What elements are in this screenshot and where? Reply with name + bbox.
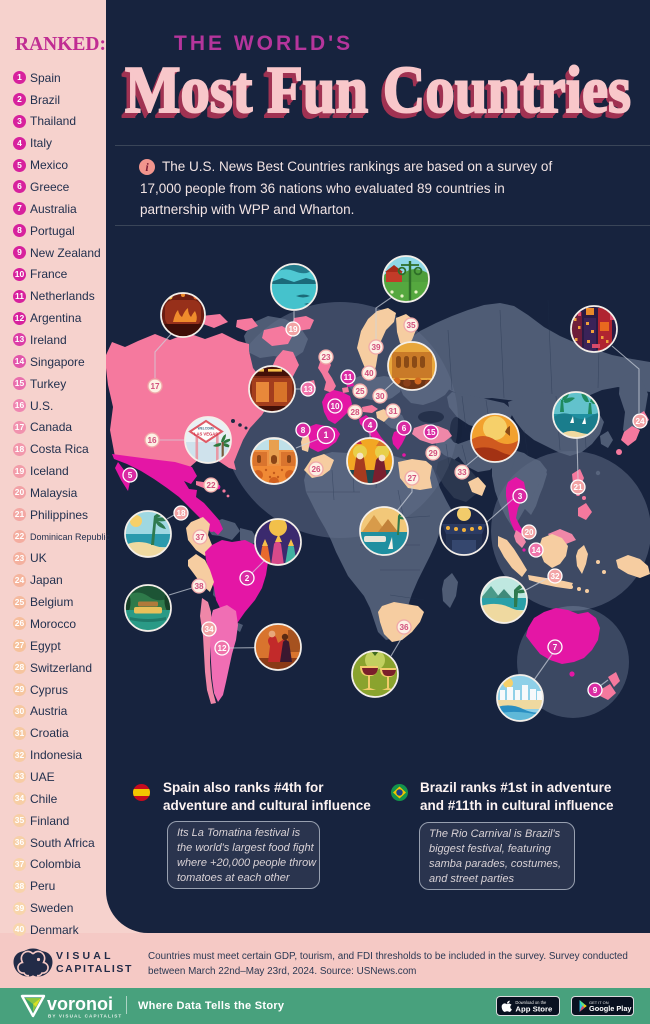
svg-text:30: 30: [375, 392, 385, 401]
svg-text:16: 16: [147, 436, 157, 445]
svg-text:3: 3: [518, 492, 523, 501]
svg-text:36: 36: [399, 623, 409, 632]
svg-text:13: 13: [303, 385, 313, 394]
svg-text:6: 6: [402, 424, 407, 433]
svg-text:GET IT ON: GET IT ON: [589, 1000, 609, 1005]
svg-text:7: 7: [553, 643, 558, 652]
svg-text:19: 19: [288, 325, 298, 334]
svg-text:2: 2: [245, 574, 250, 583]
svg-text:BY VISUAL CAPITALIST: BY VISUAL CAPITALIST: [48, 1014, 122, 1019]
svg-text:23: 23: [321, 353, 331, 362]
svg-text:29: 29: [428, 449, 438, 458]
svg-text:voronoi: voronoi: [47, 994, 113, 1014]
svg-text:39: 39: [371, 343, 381, 352]
svg-text:18: 18: [176, 509, 186, 518]
svg-text:15: 15: [426, 428, 436, 437]
svg-text:1: 1: [323, 430, 328, 440]
svg-text:WELCOME: WELCOME: [198, 427, 215, 431]
svg-text:Google Play: Google Play: [589, 1004, 632, 1013]
svg-text:34: 34: [204, 625, 214, 634]
svg-text:14: 14: [531, 546, 541, 555]
svg-text:24: 24: [635, 417, 645, 426]
svg-text:17: 17: [150, 382, 160, 391]
svg-text:App Store: App Store: [515, 1004, 553, 1013]
svg-text:Download on the: Download on the: [515, 1000, 547, 1005]
svg-text:LAS VEGAS: LAS VEGAS: [194, 432, 218, 437]
svg-text:33: 33: [457, 468, 467, 477]
svg-text:21: 21: [573, 483, 583, 492]
svg-text:37: 37: [195, 533, 205, 542]
svg-text:4: 4: [368, 421, 373, 430]
svg-text:28: 28: [350, 408, 360, 417]
svg-text:26: 26: [311, 465, 321, 474]
svg-text:12: 12: [217, 644, 227, 653]
svg-text:5: 5: [128, 471, 133, 480]
svg-text:31: 31: [388, 407, 398, 416]
svg-text:CAPITALIST: CAPITALIST: [56, 963, 133, 975]
svg-text:VISUAL: VISUAL: [56, 950, 114, 962]
svg-text:35: 35: [406, 321, 416, 330]
svg-text:8: 8: [301, 426, 306, 435]
svg-text:22: 22: [206, 481, 216, 490]
svg-text:40: 40: [364, 369, 374, 378]
svg-text:20: 20: [524, 528, 534, 537]
svg-text:27: 27: [407, 474, 417, 483]
svg-text:32: 32: [550, 572, 560, 581]
svg-text:38: 38: [194, 582, 204, 591]
svg-text:25: 25: [355, 387, 365, 396]
svg-text:10: 10: [330, 402, 340, 411]
svg-text:11: 11: [344, 373, 353, 382]
svg-text:9: 9: [593, 686, 598, 695]
